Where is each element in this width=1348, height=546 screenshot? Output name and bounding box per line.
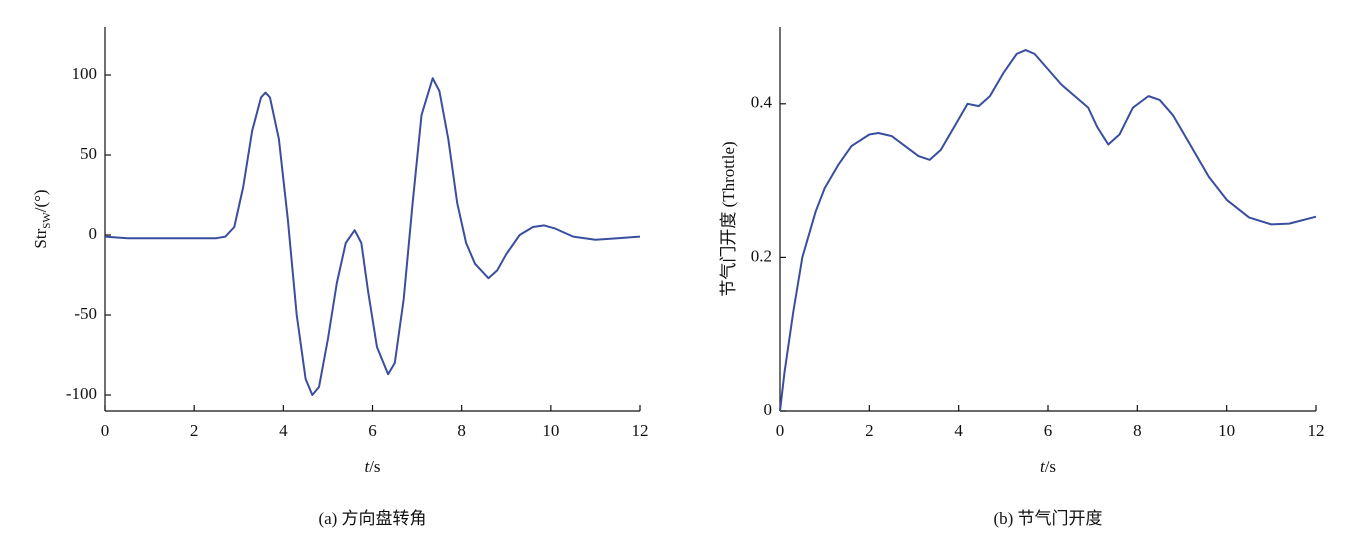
x-tick-label: 2 xyxy=(865,421,874,440)
x-tick-label: 0 xyxy=(776,421,785,440)
y-label-main: Str xyxy=(31,228,50,248)
y-label-sub: SW xyxy=(41,212,53,229)
x-tick-label: 10 xyxy=(1218,421,1235,440)
x-label-unit: /s xyxy=(1045,457,1056,476)
x-tick-label: 4 xyxy=(279,421,288,440)
x-tick-label: 12 xyxy=(1308,421,1325,440)
x-label-unit: /s xyxy=(369,457,380,476)
x-label: t/s xyxy=(1040,457,1056,476)
x-label-var: t xyxy=(1040,457,1046,476)
y-tick-label: 0.4 xyxy=(751,93,773,112)
data-line xyxy=(779,49,1317,412)
y-label: StrSW/(°) xyxy=(31,189,53,248)
y-tick-label: 0 xyxy=(764,400,773,419)
x-tick-label: 6 xyxy=(1044,421,1053,440)
y-label-unit: /(°) xyxy=(31,189,50,212)
y-tick-label: 50 xyxy=(80,144,97,163)
y-tick-label: -50 xyxy=(74,304,97,323)
x-tick-label: 4 xyxy=(954,421,963,440)
x-tick-label: 10 xyxy=(542,421,559,440)
caption: (a) 方向盘转角 xyxy=(318,509,426,528)
x-label: t/s xyxy=(364,457,380,476)
y-tick-label: 0.2 xyxy=(751,246,772,265)
data-line xyxy=(104,77,641,396)
y-tick-label: 0 xyxy=(89,224,98,243)
y-label: 节气门开度 (Throttle) xyxy=(719,141,738,296)
chart: 0 2 4 6 8 10 12 0 0.2 0.4 t/s 节气门开度 (Throttle) (b) 节… xyxy=(719,27,1325,528)
x-tick-label: 8 xyxy=(1133,421,1142,440)
chart: 0 2 4 6 8 10 12 -100 -50 0 50 100 t/s StrSW/(°) (a) 方向… xyxy=(31,27,649,528)
x-tick-label: 12 xyxy=(632,421,649,440)
x-tick-label: 8 xyxy=(457,421,466,440)
y-tick-label: -100 xyxy=(66,384,97,403)
x-label-var: t xyxy=(364,457,370,476)
caption: (b) 节气门开度 xyxy=(993,509,1102,528)
x-tick-label: 6 xyxy=(368,421,377,440)
y-tick-label: 100 xyxy=(72,64,98,83)
y-label-main: 节气门开度 (Throttle) xyxy=(719,141,738,296)
x-tick-label: 2 xyxy=(190,421,199,440)
x-tick-label: 0 xyxy=(101,421,110,440)
